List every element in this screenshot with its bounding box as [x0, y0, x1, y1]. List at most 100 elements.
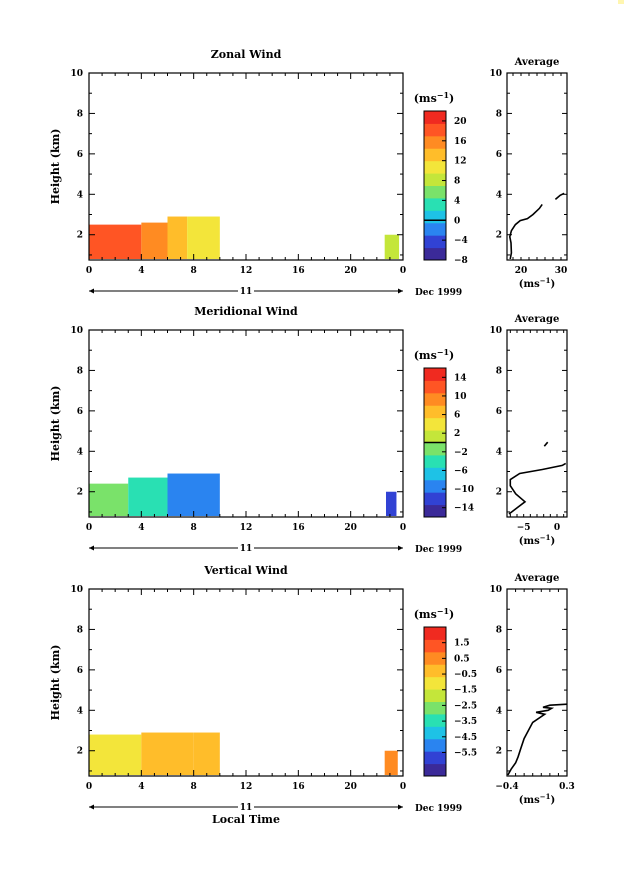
data-region-4 — [385, 491, 397, 516]
data-region-2 — [128, 477, 168, 516]
chart-title: Zonal Wind — [211, 48, 282, 61]
colorbar-band — [424, 676, 446, 690]
profile-unit-open: (ms — [519, 536, 540, 547]
colorbar-unit-close: ) — [449, 92, 454, 105]
colorbar-band — [424, 738, 446, 752]
profile-unit-close: ) — [550, 795, 555, 806]
data-region-1 — [89, 483, 129, 516]
profile-y-tick-label: 2 — [496, 747, 502, 757]
colorbar-unit: (ms−1) — [414, 606, 455, 621]
x-tick-label: 0 — [86, 266, 92, 276]
profile-line-1 — [507, 703, 568, 776]
colorbar-band — [424, 160, 446, 174]
x-tick-label: 16 — [292, 523, 305, 533]
profile-y-tick-label: 4 — [496, 190, 502, 200]
y-tick-label: 8 — [77, 109, 83, 119]
data-region-2 — [141, 222, 168, 259]
x-tick-label: 12 — [240, 266, 253, 276]
colorbar-band — [424, 185, 446, 199]
date-label: Dec 1999 — [415, 804, 462, 814]
y-axis-label: Height (km) — [49, 645, 62, 721]
y-tick-label: 8 — [77, 366, 83, 376]
colorbar-band — [424, 651, 446, 665]
y-tick-label: 4 — [77, 447, 83, 457]
colorbar-band — [424, 135, 446, 149]
y-tick-label: 4 — [77, 190, 83, 200]
profile-frame — [506, 329, 568, 518]
data-region-4 — [384, 750, 398, 775]
colorbar-band — [424, 479, 446, 493]
y-tick-label: 10 — [70, 585, 83, 595]
profile-unit-exp: −1 — [540, 276, 551, 285]
profile-x-tick-label: 0.3 — [559, 782, 575, 792]
colorbar-band — [424, 380, 446, 394]
day-label: 11 — [240, 544, 253, 554]
profile-y-tick-label: 6 — [496, 666, 502, 676]
colorbar-band — [424, 405, 446, 419]
profile-y-tick-label: 10 — [489, 326, 502, 336]
profile-y-tick-label: 2 — [496, 488, 502, 498]
colorbar-tick-label: −4.5 — [454, 733, 477, 743]
data-region-1 — [89, 734, 142, 775]
x-tick-label: 0 — [86, 782, 92, 792]
colorbar-band — [424, 368, 446, 381]
colorbar-band — [424, 627, 446, 640]
data-region-3 — [167, 473, 220, 516]
y-tick-label: 2 — [77, 231, 83, 241]
x-tick-label: 8 — [191, 523, 197, 533]
colorbar-tick-label: 2 — [454, 429, 460, 439]
colorbar-tick-label: −5.5 — [454, 748, 477, 758]
colorbar-band — [424, 210, 446, 224]
colorbar-tick-label: −10 — [454, 485, 474, 495]
profile-y-tick-label: 10 — [489, 585, 502, 595]
corner-marker — [618, 0, 624, 4]
colorbar-tick-label: −0.5 — [454, 670, 477, 680]
profile-line-1 — [508, 462, 567, 515]
colorbar-tick-label: 12 — [454, 157, 467, 167]
colorbar-tick-label: 14 — [454, 373, 467, 383]
day-bar-start-arrow — [89, 545, 94, 551]
colorbar-band — [424, 454, 446, 468]
y-tick-label: 8 — [77, 625, 83, 635]
y-tick-label: 4 — [77, 706, 83, 716]
x-tick-label: 4 — [138, 266, 144, 276]
colorbar-band — [424, 111, 446, 124]
date-label: Dec 1999 — [415, 545, 462, 555]
colorbar-band — [424, 726, 446, 740]
data-region-3 — [167, 216, 188, 259]
day-bar-end-arrow — [398, 545, 403, 551]
profile-unit-open: (ms — [519, 279, 540, 290]
profile-y-tick-label: 6 — [496, 150, 502, 160]
colorbar-band — [424, 123, 446, 137]
colorbar-band — [424, 492, 446, 506]
x-tick-label: 8 — [191, 266, 197, 276]
colorbar-unit-close: ) — [449, 608, 454, 621]
profile-line-2 — [554, 192, 565, 201]
panel-2: Meridional Wind 2 4 6 8 10 Height (km) 0 4 8 12 16 2… — [49, 305, 568, 555]
colorbar-unit: (ms−1) — [414, 90, 455, 105]
x-tick-label: 16 — [292, 266, 305, 276]
colorbar-unit-open: (ms — [414, 349, 437, 362]
day-label-bg — [238, 542, 254, 554]
profile-x-tick-label: 0 — [554, 523, 560, 533]
y-axis-label: Height (km) — [49, 129, 62, 205]
colorbar-band — [424, 504, 446, 518]
colorbar-tick-label: −6 — [454, 466, 468, 476]
colorbar-tick-label: 10 — [454, 392, 467, 402]
profile-title: Average — [514, 314, 560, 325]
colorbar-tick-label: 0.5 — [454, 654, 470, 664]
y-tick-label: 6 — [77, 407, 83, 417]
colorbar-tick-label: 16 — [454, 137, 467, 147]
x-tick-label: 4 — [138, 523, 144, 533]
profile-unit-open: (ms — [519, 795, 540, 806]
colorbar-tick-label: −4 — [454, 236, 468, 246]
colorbar-band — [424, 763, 446, 777]
colorbar-tick-label: −3.5 — [454, 717, 477, 727]
profile-line-2 — [543, 441, 549, 447]
profile-y-tick-label: 2 — [496, 231, 502, 241]
colorbar-unit-close: ) — [449, 349, 454, 362]
